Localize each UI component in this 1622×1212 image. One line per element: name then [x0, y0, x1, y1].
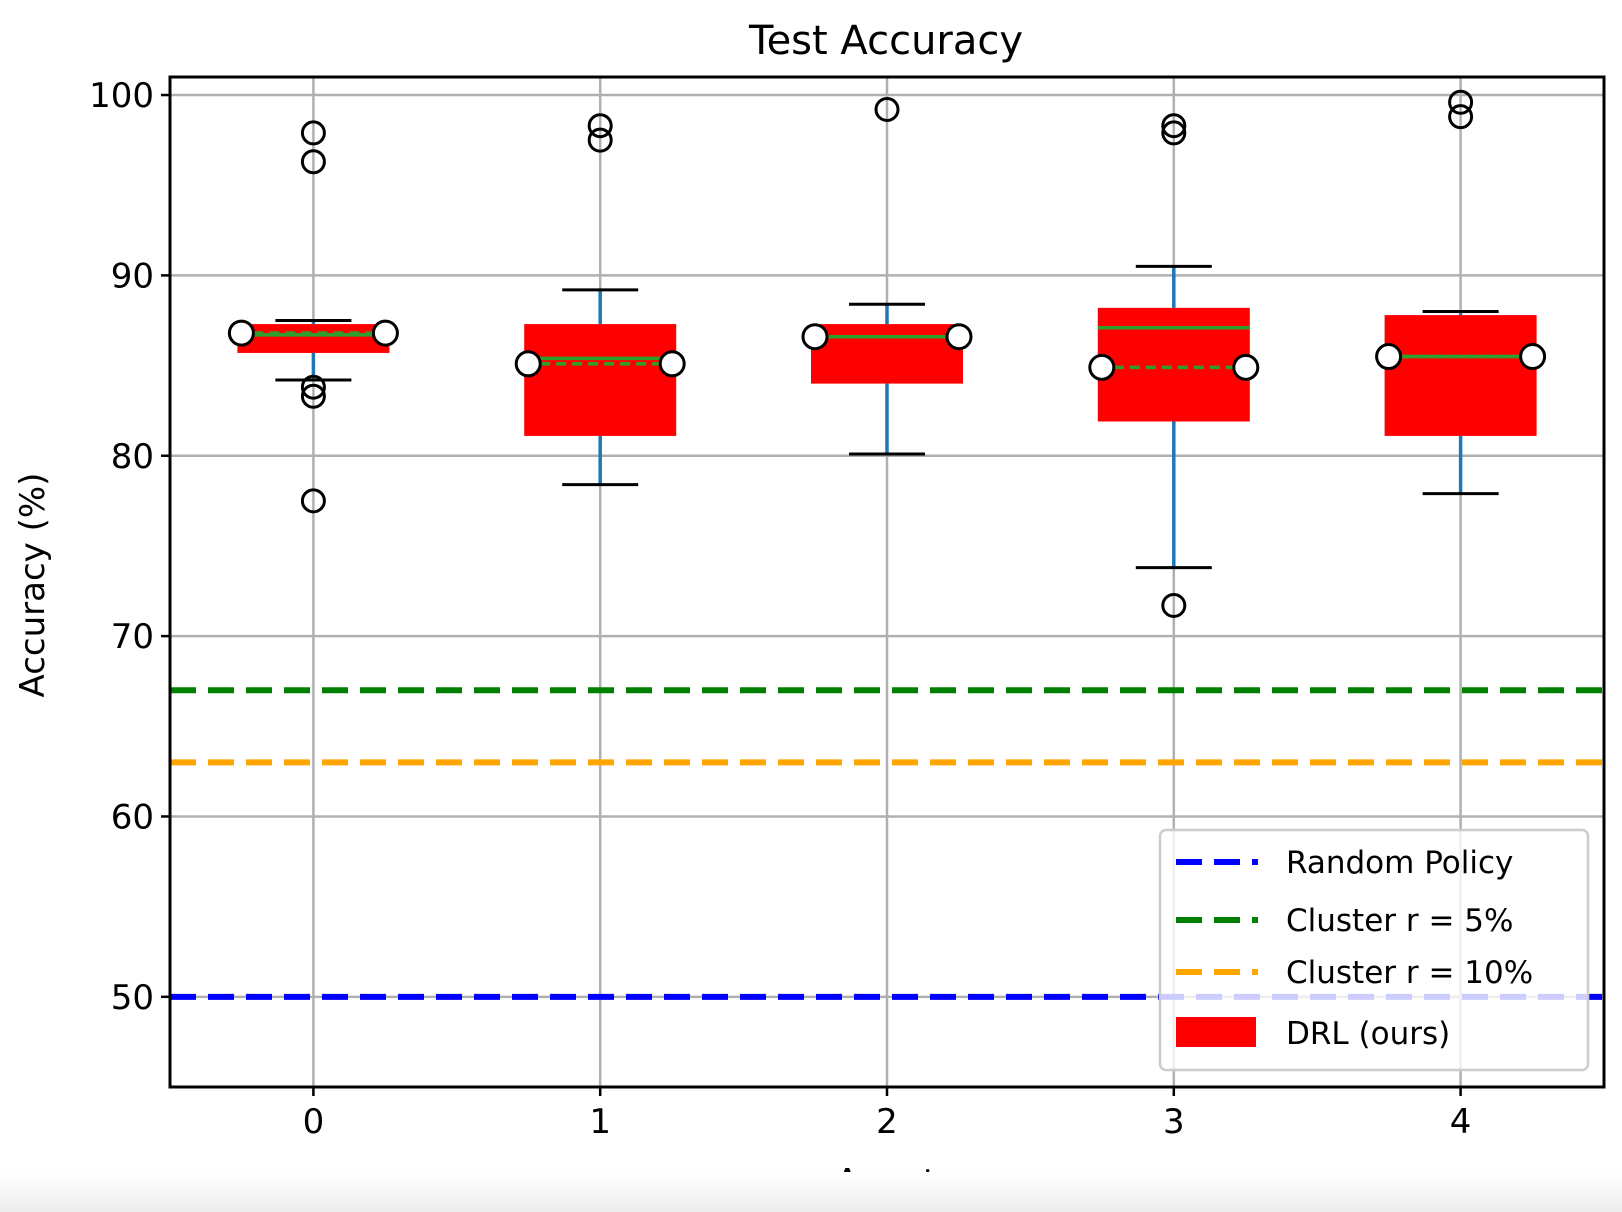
y-tick-label: 90 — [111, 256, 154, 296]
outlier-point — [874, 96, 900, 122]
outlier-point — [587, 127, 613, 153]
window-bottom-fade — [0, 1172, 1622, 1212]
outlier-point — [300, 149, 326, 175]
grid-lines — [170, 77, 1604, 1087]
y-tick-label: 100 — [89, 76, 154, 116]
mean-marker-left — [514, 350, 542, 378]
mean-marker-left — [227, 319, 255, 347]
box-plots — [227, 89, 1547, 618]
mean-marker-left — [1088, 353, 1116, 381]
legend-label: Cluster r = 10% — [1286, 955, 1533, 991]
axis-ticks: 0 1 2 3 4 50 60 70 80 90 100 — [89, 76, 1471, 1142]
mean-marker-left — [801, 323, 829, 351]
box-iqr — [811, 324, 963, 384]
box-iqr — [1097, 307, 1250, 422]
outlier-point — [300, 488, 326, 514]
outlier-point — [300, 120, 326, 146]
legend-label: Random Policy — [1286, 845, 1513, 881]
mean-marker-right — [1519, 343, 1547, 371]
y-tick-label: 80 — [111, 437, 154, 477]
y-tick-label: 70 — [111, 617, 154, 657]
y-tick-label: 50 — [111, 978, 154, 1018]
x-tick-label: 1 — [589, 1102, 611, 1142]
x-tick-label: 4 — [1450, 1102, 1472, 1142]
box-iqr — [524, 324, 677, 436]
mean-marker-right — [1232, 353, 1260, 381]
y-axis-label: Accuracy (%) — [13, 473, 53, 698]
outlier-point — [1161, 592, 1187, 618]
x-tick-label: 0 — [303, 1102, 325, 1142]
legend-box — [1158, 828, 1590, 1072]
mean-marker-right — [371, 319, 399, 347]
y-tick-label: 60 — [111, 797, 154, 837]
legend: Random Policy Cluster r = 5% Cluster r = 1… — [1158, 828, 1590, 1072]
x-tick-label: 3 — [1163, 1102, 1185, 1142]
box-iqr — [1384, 315, 1537, 436]
outlier-point — [1161, 113, 1187, 139]
mean-marker-right — [945, 323, 973, 351]
legend-patch-drl — [1176, 1017, 1256, 1047]
legend-label: DRL (ours) — [1286, 1016, 1450, 1052]
chart-title: Test Accuracy — [748, 18, 1023, 64]
box-iqr — [237, 324, 390, 353]
outlier-point — [1448, 89, 1474, 115]
legend-label: Cluster r = 5% — [1286, 903, 1514, 939]
outlier-point — [300, 374, 326, 400]
mean-marker-left — [1375, 343, 1403, 371]
outlier-point — [300, 383, 326, 409]
outlier-point — [1448, 104, 1474, 130]
mean-marker-right — [658, 350, 686, 378]
x-tick-label: 2 — [876, 1102, 898, 1142]
outlier-point — [587, 113, 613, 139]
outlier-point — [1161, 120, 1187, 146]
